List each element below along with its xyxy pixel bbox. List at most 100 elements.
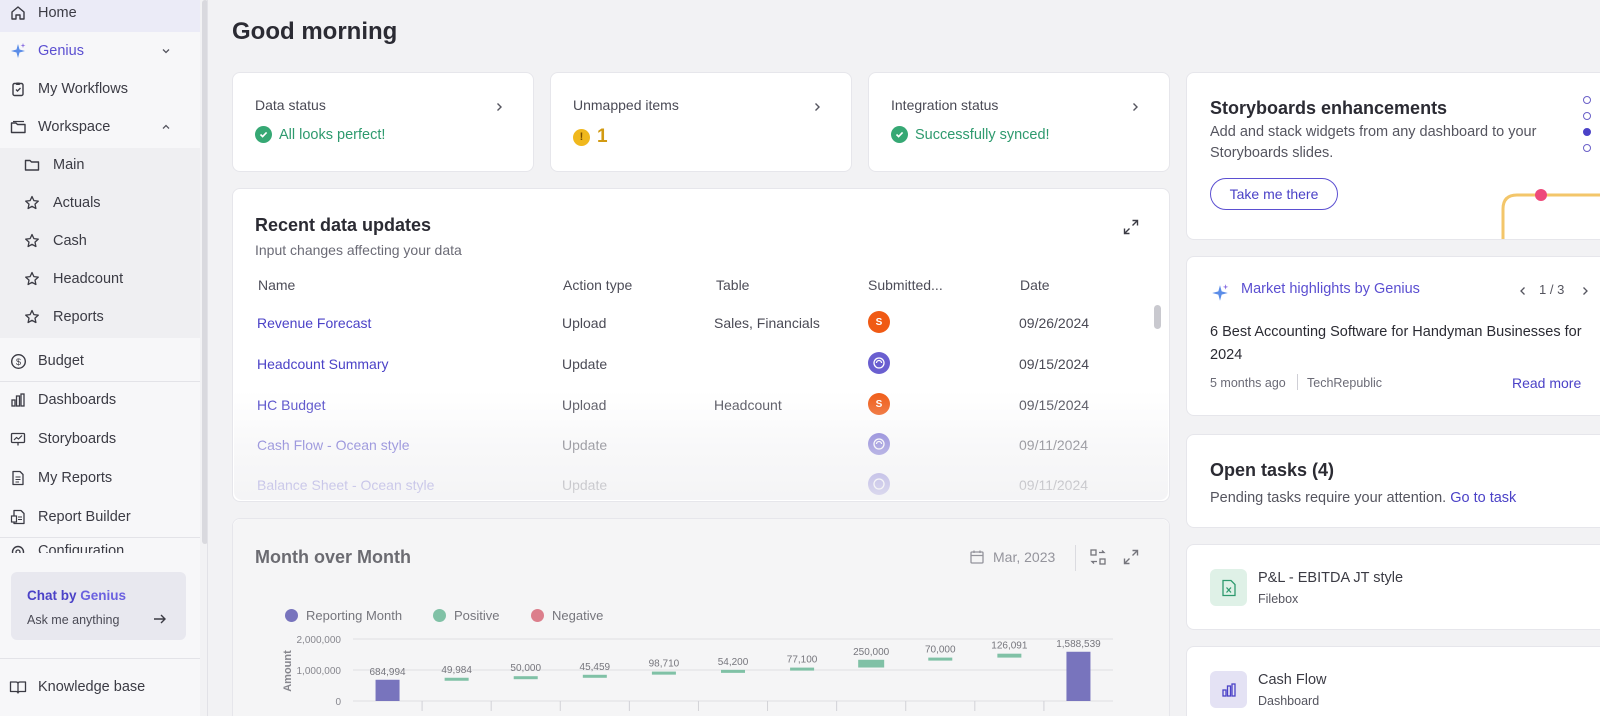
sparkle-icon bbox=[1210, 283, 1230, 308]
legend-item[interactable]: Negative bbox=[531, 608, 603, 623]
row-action: Update bbox=[562, 437, 608, 453]
sidebar-item-label: Workspace bbox=[38, 119, 111, 135]
row-action: Update bbox=[562, 356, 608, 372]
row-action: Upload bbox=[562, 315, 607, 331]
chevron-right-icon[interactable] bbox=[1129, 100, 1141, 112]
swap-icon[interactable] bbox=[1089, 548, 1107, 566]
carousel-dot-active[interactable] bbox=[1583, 128, 1591, 136]
bar-positive bbox=[997, 653, 1022, 658]
sidebar-item-label: Dashboards bbox=[38, 392, 117, 408]
card-text: Pending tasks require your attention. Go… bbox=[1210, 488, 1516, 509]
table-row[interactable]: Cash Flow - Ocean style Update 09/11/202… bbox=[233, 433, 1133, 477]
star-icon bbox=[23, 194, 41, 212]
integration-status-card[interactable]: Integration status Successfully synced! bbox=[868, 72, 1170, 172]
date-picker[interactable]: Mar, 2023 bbox=[969, 549, 1055, 565]
carousel-dot[interactable] bbox=[1583, 112, 1591, 120]
sidebar-item-report-builder[interactable]: Report Builder bbox=[0, 498, 200, 536]
status-value-text: Successfully synced! bbox=[915, 126, 1050, 143]
sync-avatar-icon bbox=[868, 473, 890, 495]
folder-icon bbox=[23, 156, 41, 174]
sidebar-item-reports[interactable]: Reports bbox=[0, 298, 200, 336]
unmapped-items-card[interactable]: Unmapped items ! 1 bbox=[550, 72, 852, 172]
data-label: 45,459 bbox=[580, 662, 611, 673]
chevron-right-icon[interactable] bbox=[493, 100, 505, 112]
row-name-link[interactable]: Revenue Forecast bbox=[257, 315, 372, 331]
sidebar-item-dashboards[interactable]: Dashboards bbox=[0, 381, 200, 419]
file-card[interactable]: P&L - EBITDA JT style Filebox bbox=[1186, 544, 1600, 630]
data-label: 49,984 bbox=[441, 665, 472, 676]
page-title: Good morning bbox=[232, 18, 398, 45]
legend-item[interactable]: Reporting Month bbox=[285, 608, 402, 623]
sidebar-item-home[interactable]: Home bbox=[0, 0, 200, 32]
sidebar-item-my-reports[interactable]: My Reports bbox=[0, 459, 200, 497]
column-header[interactable]: Date bbox=[1020, 277, 1050, 293]
article-source: TechRepublic bbox=[1307, 376, 1383, 390]
table-scrollbar[interactable] bbox=[1154, 305, 1161, 329]
bar-chart-icon bbox=[9, 391, 27, 409]
row-name-link[interactable]: Balance Sheet - Ocean style bbox=[257, 477, 435, 493]
sidebar-item-main[interactable]: Main bbox=[0, 146, 200, 184]
table-row[interactable]: Headcount Summary Update 09/15/2024 bbox=[233, 352, 1133, 396]
column-header[interactable]: Action type bbox=[563, 277, 633, 293]
expand-icon[interactable] bbox=[1122, 548, 1140, 566]
chevron-up-icon[interactable] bbox=[160, 121, 172, 133]
column-header[interactable]: Name bbox=[258, 277, 296, 293]
go-to-task-link[interactable]: Go to task bbox=[1450, 490, 1517, 506]
status-value: Successfully synced! bbox=[891, 126, 1050, 143]
star-icon bbox=[23, 270, 41, 288]
file-title: Cash Flow bbox=[1258, 672, 1327, 688]
chat-by-genius-card[interactable]: Chat by Genius Ask me anything bbox=[11, 572, 186, 640]
row-name-link[interactable]: Cash Flow - Ocean style bbox=[257, 437, 410, 453]
sidebar-scrollbar[interactable] bbox=[202, 0, 208, 544]
divider bbox=[0, 537, 200, 538]
sidebar-item-my-workflows[interactable]: My Workflows bbox=[0, 70, 200, 108]
legend-item[interactable]: Positive bbox=[433, 608, 500, 623]
legend-label: Negative bbox=[552, 608, 604, 623]
carousel-dot[interactable] bbox=[1583, 144, 1591, 152]
column-header[interactable]: Submitted... bbox=[868, 277, 943, 293]
data-status-card[interactable]: Data status All looks perfect! bbox=[232, 72, 534, 172]
bar-positive bbox=[858, 659, 885, 668]
sidebar-item-budget[interactable]: $ Budget bbox=[0, 342, 200, 380]
table-row[interactable]: HC Budget Upload Headcount S 09/15/2024 bbox=[233, 393, 1133, 437]
file-card[interactable]: Cash Flow Dashboard bbox=[1186, 646, 1600, 716]
sidebar-item-actuals[interactable]: Actuals bbox=[0, 184, 200, 222]
arrow-right-icon[interactable] bbox=[152, 611, 168, 627]
data-label: 126,091 bbox=[991, 641, 1028, 652]
row-date: 09/11/2024 bbox=[1019, 477, 1089, 493]
sidebar-item-workspace[interactable]: Workspace bbox=[0, 108, 200, 146]
data-label: 98,710 bbox=[649, 659, 680, 670]
chevron-right-icon[interactable] bbox=[1579, 284, 1591, 302]
carousel-dot[interactable] bbox=[1583, 96, 1591, 104]
legend-swatch bbox=[531, 609, 544, 622]
column-header[interactable]: Table bbox=[716, 277, 750, 293]
table-row[interactable]: Revenue Forecast Upload Sales, Financial… bbox=[233, 311, 1133, 355]
table-row[interactable]: Balance Sheet - Ocean style Update 09/11… bbox=[233, 473, 1133, 501]
row-name-link[interactable]: Headcount Summary bbox=[257, 356, 389, 372]
sidebar-item-storyboards[interactable]: Storyboards bbox=[0, 420, 200, 458]
row-date: 09/15/2024 bbox=[1019, 397, 1090, 413]
page-indicator: 1 / 3 bbox=[1539, 282, 1565, 297]
document-icon bbox=[9, 469, 27, 487]
article-title[interactable]: 6 Best Accounting Software for Handyman … bbox=[1210, 324, 1582, 363]
sidebar-item-cash[interactable]: Cash bbox=[0, 222, 200, 260]
y-tick-label: 1,000,000 bbox=[297, 666, 342, 677]
sidebar-item-knowledge-base[interactable]: Knowledge base bbox=[0, 668, 200, 706]
calendar-icon bbox=[969, 549, 985, 565]
expand-icon[interactable] bbox=[1122, 218, 1140, 236]
connector-illustration bbox=[1501, 189, 1600, 239]
chevron-left-icon[interactable] bbox=[1517, 284, 1529, 302]
chevron-right-icon[interactable] bbox=[811, 100, 823, 112]
chevron-down-icon[interactable] bbox=[160, 45, 172, 57]
star-icon bbox=[23, 232, 41, 250]
sidebar-item-headcount[interactable]: Headcount bbox=[0, 260, 200, 298]
row-action: Update bbox=[562, 477, 608, 493]
sidebar-item-genius[interactable]: Genius bbox=[0, 32, 200, 70]
sidebar-item-configuration[interactable]: Configuration bbox=[0, 537, 200, 553]
row-name-link[interactable]: HC Budget bbox=[257, 397, 326, 413]
read-more-link[interactable]: Read more bbox=[1512, 375, 1582, 391]
status-title: Integration status bbox=[891, 97, 999, 113]
sparkle-icon bbox=[9, 42, 27, 60]
take-me-there-button[interactable]: Take me there bbox=[1210, 178, 1338, 210]
